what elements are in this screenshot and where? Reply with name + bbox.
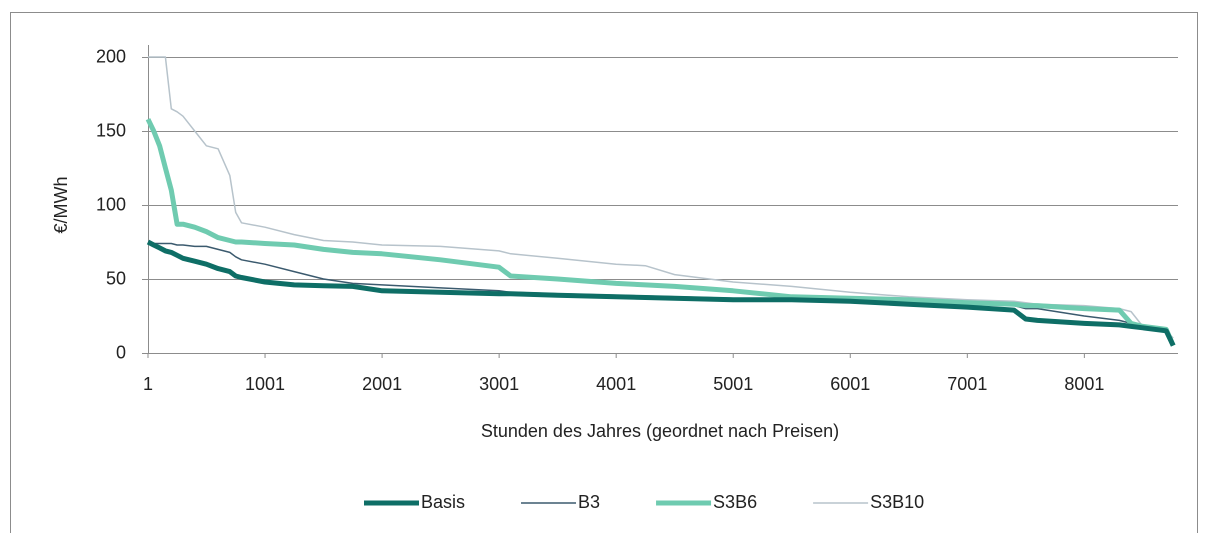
x-tick-label: 3001 xyxy=(479,374,519,394)
legend-label: Basis xyxy=(421,492,465,512)
x-axis-label: Stunden des Jahres (geordnet nach Preise… xyxy=(481,421,839,441)
x-tick-label: 2001 xyxy=(362,374,402,394)
y-tick-label: 100 xyxy=(96,194,126,214)
y-tick-label: 200 xyxy=(96,46,126,66)
x-tick-label: 7001 xyxy=(947,374,987,394)
x-tick-label: 8001 xyxy=(1064,374,1104,394)
legend-label: S3B6 xyxy=(713,492,757,512)
x-tick-label: 5001 xyxy=(713,374,753,394)
line-series xyxy=(146,239,1176,347)
y-tick-label: 0 xyxy=(116,342,126,362)
line-series xyxy=(145,118,1176,347)
y-tick-label: 50 xyxy=(106,268,126,288)
legend-label: S3B10 xyxy=(870,492,924,512)
chart-frame xyxy=(10,12,1198,533)
x-tick-label: 4001 xyxy=(596,374,636,394)
y-axis-label: €/MWh xyxy=(51,176,71,233)
x-tick-label: 1001 xyxy=(245,374,285,394)
x-tick-label: 1 xyxy=(143,374,153,394)
line-series xyxy=(147,241,1174,342)
legend-label: B3 xyxy=(578,492,600,512)
x-tick-label: 6001 xyxy=(830,374,870,394)
y-tick-label: 150 xyxy=(96,120,126,140)
